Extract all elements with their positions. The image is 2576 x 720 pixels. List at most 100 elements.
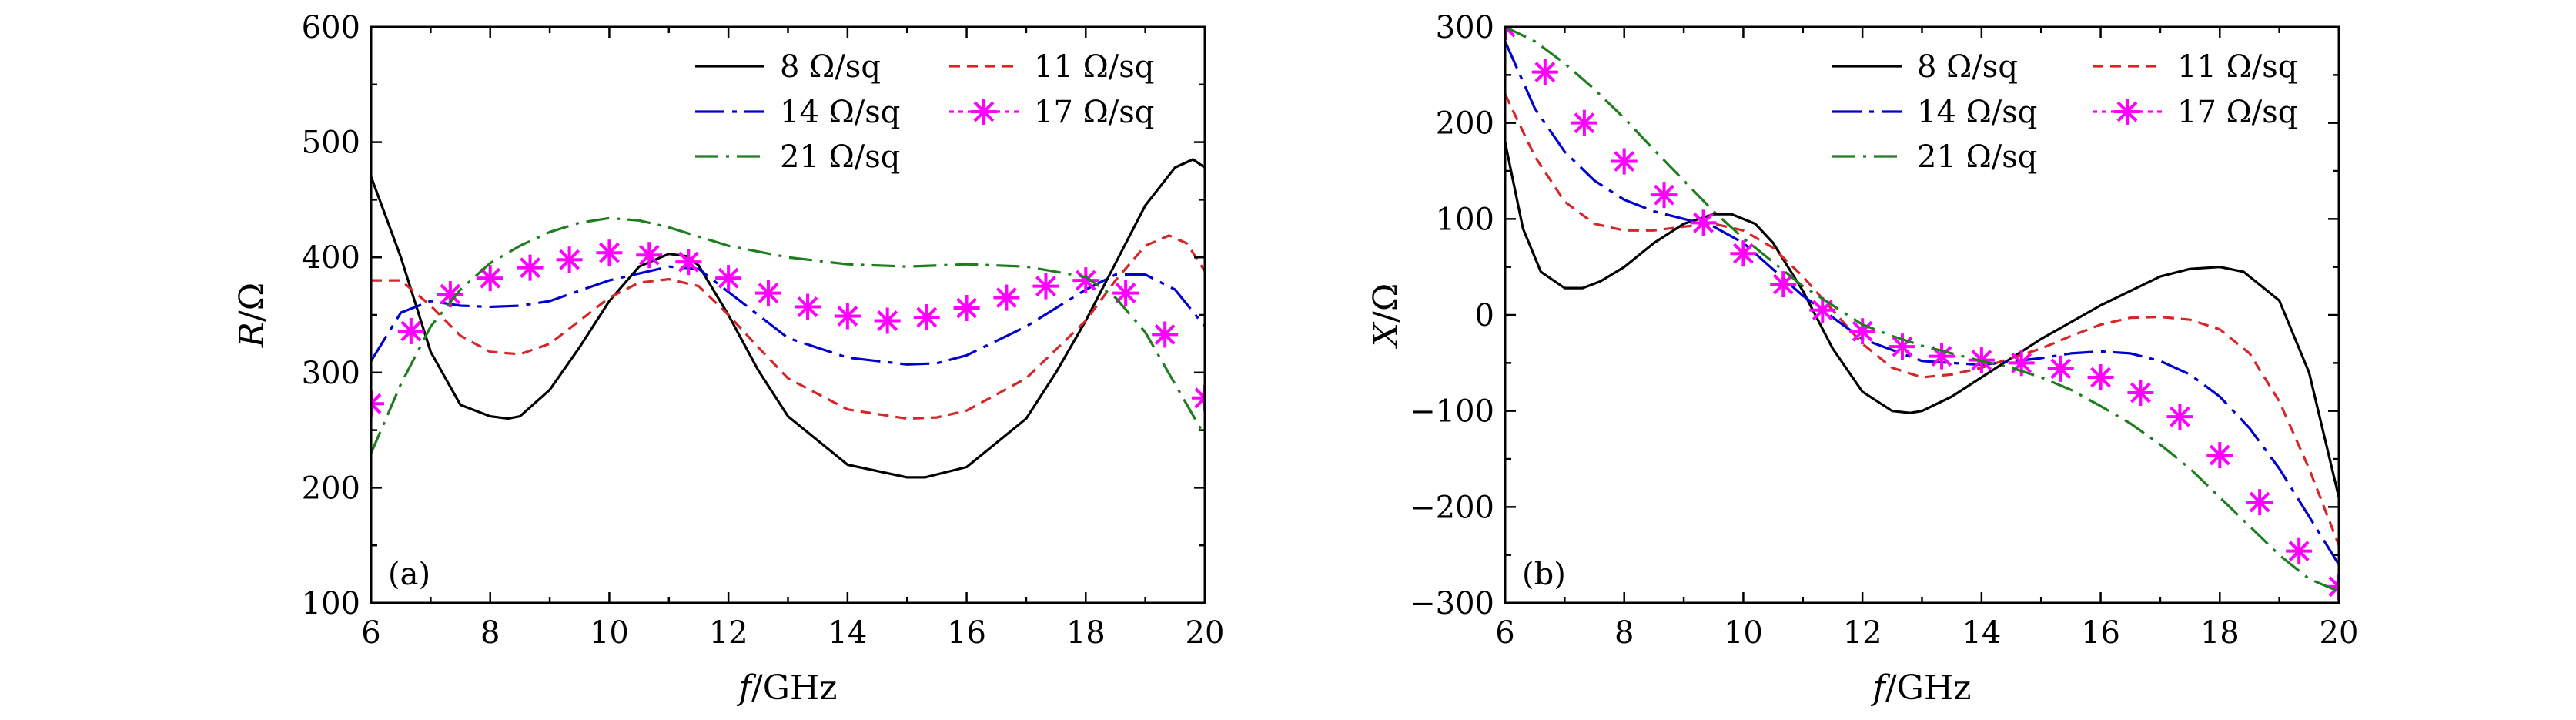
data-point-star-stroke <box>877 310 898 331</box>
data-point-star-stroke <box>797 296 818 317</box>
data-point-star-stroke <box>1772 273 1794 295</box>
series-line <box>371 234 1205 420</box>
legend-label: 14 Ω/sq <box>780 95 900 130</box>
data-point-star-stroke <box>1075 270 1096 291</box>
data-point-star-stroke <box>1614 151 1635 172</box>
data-point-star <box>993 284 1020 311</box>
x-tick-label: 18 <box>1066 615 1106 651</box>
x-tick-label: 12 <box>709 615 748 651</box>
legend-label: 17 Ω/sq <box>2177 95 2297 130</box>
data-point-star-stroke <box>1194 387 1205 400</box>
data-point-star-stroke <box>1931 346 1952 367</box>
data-point-star-stroke <box>1852 320 1873 342</box>
legend-label: 17 Ω/sq <box>1034 95 1154 130</box>
data-point-star <box>596 239 623 266</box>
data-point-star-stroke <box>677 251 699 273</box>
legend-label: 14 Ω/sq <box>1917 95 2037 130</box>
x-tick-label: 8 <box>1614 615 1634 651</box>
data-point-star-stroke <box>718 267 739 289</box>
data-point-star <box>1611 148 1638 175</box>
y-tick-label: 500 <box>302 126 360 161</box>
data-point-star <box>556 246 583 273</box>
x-axis-label: f/GHz <box>1871 668 1972 708</box>
data-point-star <box>517 254 544 281</box>
x-tick-label: 8 <box>480 615 500 651</box>
data-point-star <box>795 293 821 320</box>
data-point-star-stroke <box>1732 243 1754 264</box>
legend-item: 21 Ω/sq <box>1832 139 2037 175</box>
legend-label: 21 Ω/sq <box>780 139 900 175</box>
data-point-star-stroke <box>2209 444 2230 466</box>
x-tick-label: 16 <box>2081 615 2120 651</box>
data-point-star <box>437 281 463 308</box>
data-point-star <box>675 249 702 276</box>
y-tick-label: 200 <box>302 471 360 506</box>
data-point-star <box>1929 343 1955 370</box>
y-axis-label-var: X <box>1367 321 1406 349</box>
x-tick-label: 14 <box>1962 615 2001 651</box>
data-point-star <box>1809 296 1836 323</box>
y-tick-label: 400 <box>302 240 360 276</box>
x-axis-label-unit: /GHz <box>751 668 838 708</box>
x-tick-label: 16 <box>947 615 986 651</box>
data-point-star <box>2047 355 2074 382</box>
data-point-star-stroke <box>2249 491 2270 513</box>
data-point-star-stroke <box>916 306 938 328</box>
legend-swatch-star <box>971 99 997 125</box>
legend-item: 14 Ω/sq <box>1832 95 2037 130</box>
data-point-star-stroke <box>1693 212 1715 233</box>
data-point-star <box>371 390 384 417</box>
series-line <box>371 216 1205 454</box>
x-axis-label: f/GHz <box>737 668 838 708</box>
series-line <box>1505 27 2339 593</box>
data-point-star <box>1690 209 1717 236</box>
data-point-star <box>1152 321 1179 348</box>
data-point-star <box>1571 109 1597 136</box>
data-point-star-stroke <box>400 320 422 342</box>
legend: 8 Ω/sq 11 Ω/sq 14 Ω/sq 17 Ω/sq 21 Ω/sq <box>695 49 1154 175</box>
data-point-star-stroke <box>2288 541 2310 562</box>
y-axis-label: R/Ω <box>233 283 272 348</box>
y-axis-label-var: R <box>233 322 272 348</box>
plot-area <box>371 158 1205 479</box>
y-tick-label: 200 <box>1436 106 1494 142</box>
data-point-star-stroke <box>837 306 858 327</box>
data-point-star <box>913 303 940 330</box>
legend-item: 21 Ω/sq <box>695 139 900 175</box>
data-point-star <box>1032 273 1059 300</box>
data-point-star <box>834 303 861 330</box>
data-point-star <box>1505 27 1518 40</box>
data-point-star <box>874 307 901 334</box>
legend-swatch-star-stroke <box>2116 101 2138 122</box>
series-line <box>1505 93 2339 546</box>
data-point-star-stroke <box>2090 367 2112 388</box>
legend-item: 11 Ω/sq <box>2093 49 2297 85</box>
legend-item: 17 Ω/sq <box>2093 95 2297 130</box>
data-point-star-stroke <box>2328 576 2339 589</box>
data-point-star <box>953 295 980 322</box>
data-point-star <box>1072 267 1099 294</box>
plot-area <box>1505 27 2339 600</box>
x-tick-label: 18 <box>2200 615 2240 651</box>
y-axis-label: X/Ω <box>1367 283 1406 350</box>
y-tick-label: −200 <box>1410 490 1494 525</box>
data-point-star-stroke <box>638 244 660 266</box>
y-axis-label-unit: /Ω <box>1367 283 1406 323</box>
series-line <box>371 158 1205 479</box>
x-axis-label-unit: /GHz <box>1885 668 1972 708</box>
series-line <box>1505 142 2339 498</box>
data-point-star-stroke <box>371 393 382 407</box>
x-tick-label: 6 <box>361 615 380 651</box>
x-tick-label: 20 <box>1186 615 1225 651</box>
data-point-star <box>1849 318 1876 345</box>
x-tick-label: 6 <box>1495 615 1514 651</box>
data-point-star <box>1531 59 1558 85</box>
data-point-star <box>2246 489 2273 516</box>
x-tick-label: 12 <box>1843 615 1882 651</box>
legend-swatch-star-stroke <box>973 101 995 122</box>
data-point-star-stroke <box>2050 358 2072 380</box>
x-tick-label: 20 <box>2320 615 2359 651</box>
chart-panel-a: 6 8 10 12 14 16 18 20 100 200 300 400 500 600 f/GHz R/Ω… <box>233 10 1224 708</box>
y-tick-label: 600 <box>302 10 360 45</box>
data-point-star-stroke <box>440 283 461 305</box>
